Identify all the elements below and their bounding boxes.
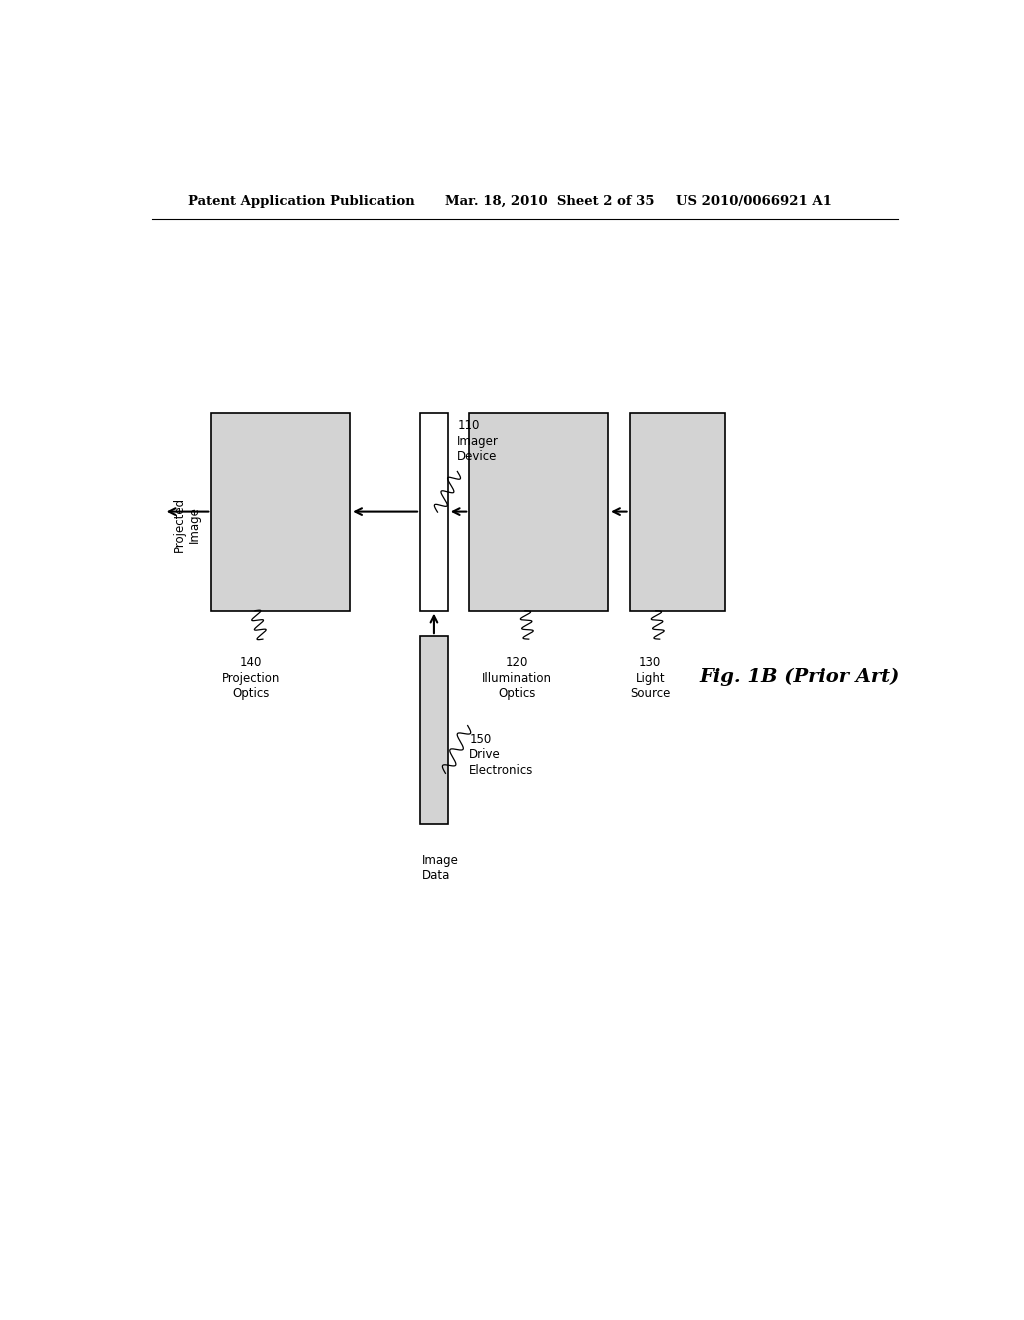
Text: Projected
Image: Projected Image [172,496,201,552]
Bar [469,413,608,611]
Text: 150
Drive
Electronics: 150 Drive Electronics [469,733,534,776]
Text: Fig. 1B (Prior Art): Fig. 1B (Prior Art) [699,668,900,686]
Text: Patent Application Publication: Patent Application Publication [187,194,415,207]
Text: US 2010/0066921 A1: US 2010/0066921 A1 [676,194,831,207]
Bar [420,636,447,824]
Text: Mar. 18, 2010  Sheet 2 of 35: Mar. 18, 2010 Sheet 2 of 35 [445,194,655,207]
Bar [630,413,725,611]
Bar [420,413,447,611]
Text: 140
Projection
Optics: 140 Projection Optics [222,656,281,701]
Text: 130
Light
Source: 130 Light Source [630,656,671,701]
Text: 120
Illumination
Optics: 120 Illumination Optics [482,656,552,701]
Text: 110
Imager
Device: 110 Imager Device [458,420,500,463]
Bar [211,413,350,611]
Text: Image
Data: Image Data [422,854,459,882]
